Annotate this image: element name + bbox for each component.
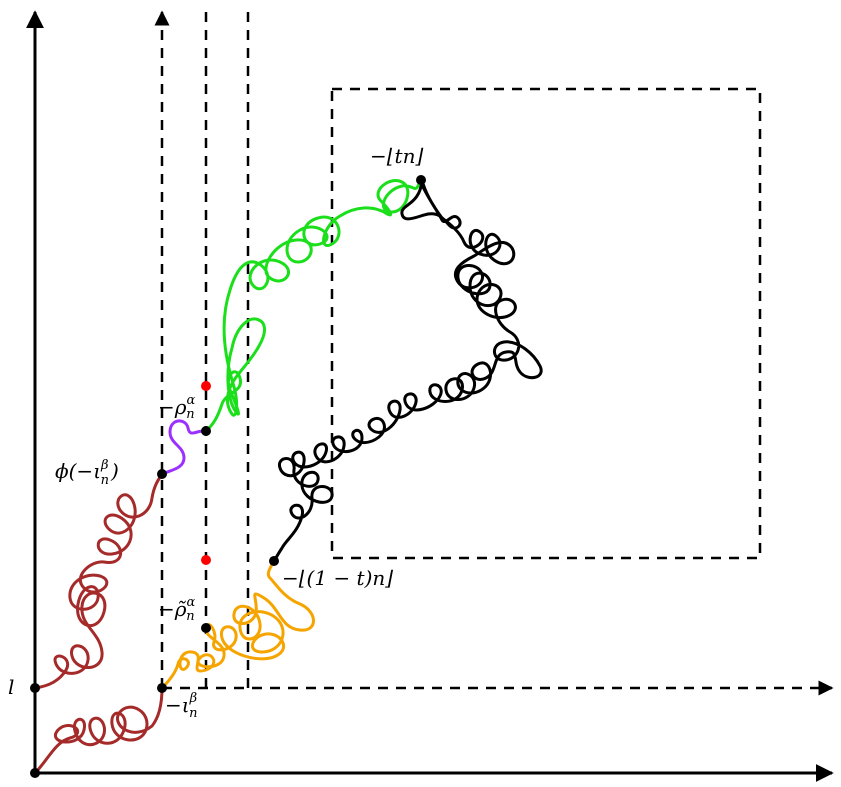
point-rho: [201, 426, 211, 436]
path-purple: [160, 419, 208, 476]
point-origin: [30, 768, 40, 778]
path-dark-red-upper: [33, 472, 164, 690]
label-iota: −ιβ n: [165, 691, 198, 721]
label-one-minus-t: −⌊(1 − t)n⌋: [282, 566, 393, 590]
path-orange: [160, 559, 315, 690]
point-rho-tilde: [201, 623, 211, 633]
red-dot-upper: [201, 381, 211, 391]
label-phi-iota: ϕ(−ιβ n): [55, 458, 119, 488]
label-l: l: [8, 675, 14, 699]
point-one-minus-t: [269, 556, 279, 566]
path-black: [272, 178, 543, 563]
label-rho: −ρα n: [158, 393, 196, 422]
point-phi-iota: [157, 469, 167, 479]
point-iota: [157, 683, 167, 693]
point-l: [30, 683, 40, 693]
path-dark-red-lower: [33, 686, 164, 775]
red-dot-lower: [201, 555, 211, 565]
label-tn: −⌊tn⌋: [370, 144, 423, 168]
label-rho-tilde: −ρ̃α n: [158, 595, 196, 624]
path-green: [204, 178, 422, 433]
point-tn: [416, 175, 426, 185]
